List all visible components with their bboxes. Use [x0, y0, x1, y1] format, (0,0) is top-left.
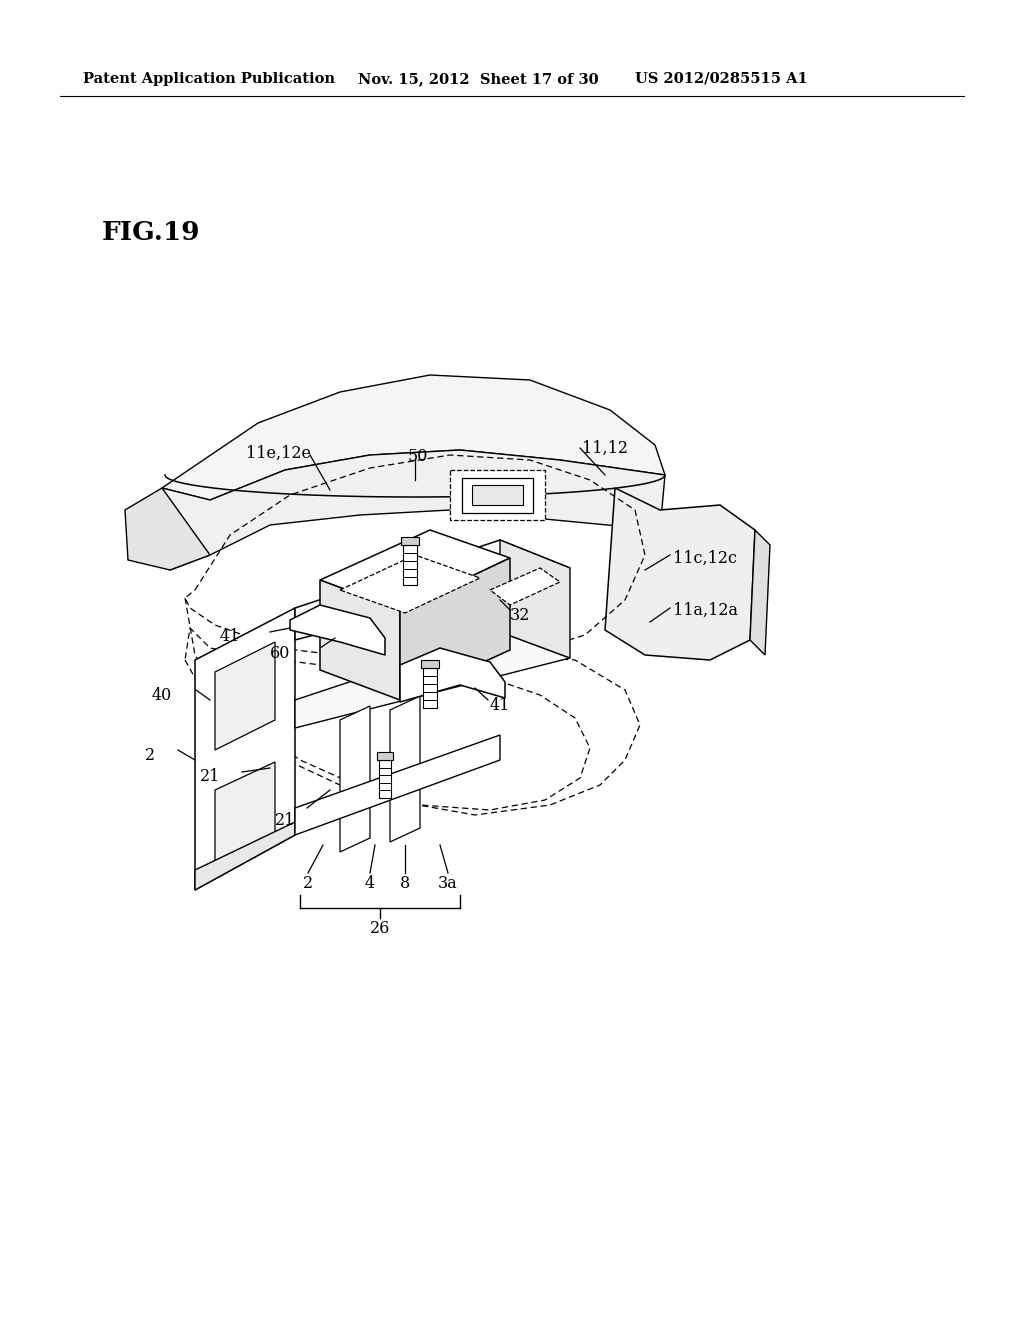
Polygon shape	[162, 450, 665, 570]
Text: 2: 2	[145, 747, 155, 764]
Text: 60: 60	[269, 645, 290, 663]
Polygon shape	[215, 642, 275, 750]
Polygon shape	[319, 579, 400, 700]
Polygon shape	[195, 822, 295, 890]
Polygon shape	[195, 609, 295, 890]
Text: 3a: 3a	[438, 875, 458, 892]
Polygon shape	[400, 558, 510, 700]
Polygon shape	[379, 760, 391, 799]
Polygon shape	[403, 545, 417, 585]
Text: Nov. 15, 2012  Sheet 17 of 30: Nov. 15, 2012 Sheet 17 of 30	[358, 73, 599, 86]
Text: FIG.19: FIG.19	[102, 220, 201, 246]
Polygon shape	[401, 537, 419, 545]
Polygon shape	[423, 668, 437, 708]
Polygon shape	[295, 540, 570, 640]
Text: 21: 21	[274, 812, 295, 829]
Polygon shape	[295, 735, 500, 836]
Text: 8: 8	[400, 875, 411, 892]
Polygon shape	[162, 375, 665, 500]
Polygon shape	[295, 632, 570, 729]
Text: 21: 21	[200, 768, 220, 785]
Text: 26: 26	[370, 920, 390, 937]
Text: 32: 32	[510, 607, 530, 624]
Polygon shape	[340, 706, 370, 851]
Text: 41: 41	[490, 697, 510, 714]
Polygon shape	[500, 540, 570, 657]
Polygon shape	[125, 488, 210, 570]
Text: 11,12: 11,12	[582, 440, 628, 457]
Polygon shape	[750, 531, 770, 655]
Polygon shape	[605, 488, 755, 660]
Polygon shape	[340, 554, 480, 612]
Polygon shape	[472, 484, 523, 506]
Polygon shape	[462, 478, 534, 513]
Text: 50: 50	[408, 447, 428, 465]
Text: 41: 41	[219, 628, 240, 645]
Text: US 2012/0285515 A1: US 2012/0285515 A1	[635, 73, 808, 86]
Text: Patent Application Publication: Patent Application Publication	[83, 73, 335, 86]
Text: 11a,12a: 11a,12a	[673, 602, 738, 619]
Text: 11c,12c: 11c,12c	[673, 550, 737, 568]
Polygon shape	[377, 752, 393, 760]
Text: 4: 4	[365, 875, 375, 892]
Polygon shape	[319, 531, 510, 610]
Polygon shape	[400, 648, 505, 702]
Polygon shape	[421, 660, 439, 668]
Polygon shape	[390, 696, 420, 842]
Text: 2: 2	[303, 875, 313, 892]
Text: 40: 40	[152, 686, 172, 704]
Polygon shape	[450, 470, 545, 520]
Text: 11e,12e: 11e,12e	[246, 445, 310, 462]
Polygon shape	[490, 568, 560, 605]
Polygon shape	[290, 605, 385, 655]
Polygon shape	[215, 762, 275, 862]
